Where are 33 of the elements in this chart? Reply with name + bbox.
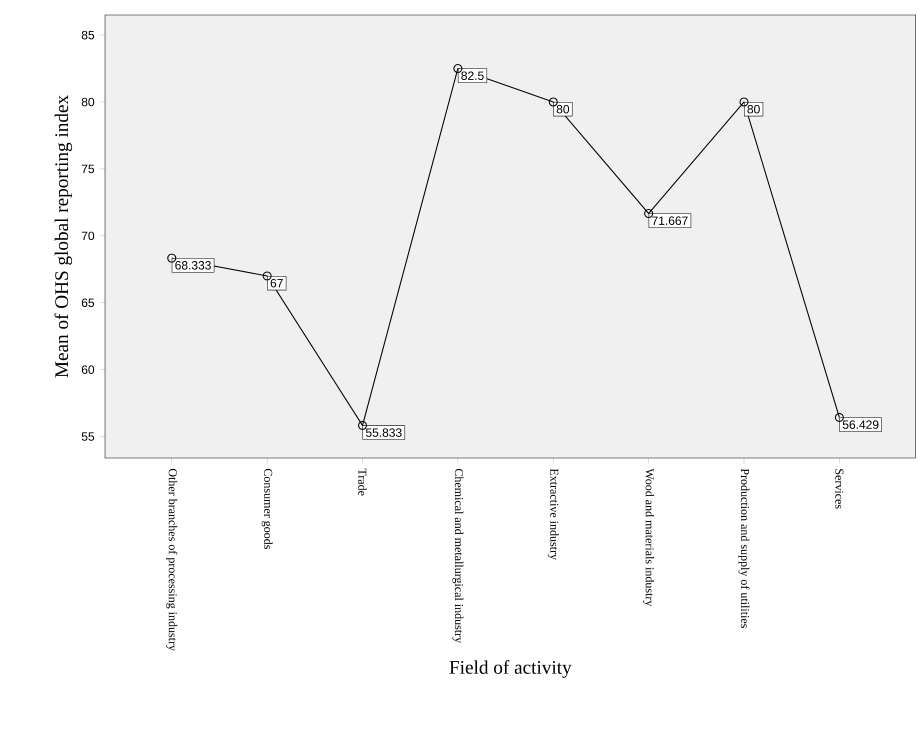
data-label: 80: [556, 104, 570, 114]
y-tick-label: 70: [82, 232, 94, 240]
point: [358, 420, 368, 430]
data-label: 71.667: [652, 216, 688, 225]
y-tick-label: 55: [82, 432, 94, 441]
data-label: 82.5: [461, 71, 484, 80]
y-axis-title: Mean of OHS global reporting index: [54, 95, 72, 378]
y-tick-label: 60: [82, 365, 94, 374]
x-tick-label: Services: [835, 469, 844, 509]
data-label: 55.833: [366, 428, 402, 437]
x-axis-title: Field of activity: [450, 660, 572, 678]
x-tick-label: Wood and materials industry: [643, 468, 654, 606]
point: [739, 97, 749, 107]
y-tick-label: 65: [82, 298, 94, 307]
point: [262, 271, 272, 281]
point: [548, 97, 558, 107]
x-tick-label: Production and supply of utilities: [738, 468, 750, 628]
y-tick-label: 85: [82, 30, 94, 40]
y-tick-label: 80: [82, 98, 94, 106]
data-label: 68.333: [175, 261, 211, 270]
x-tick-label: Consumer goods: [262, 468, 273, 549]
x-tick-label: Chemical and metallurgical industry: [452, 468, 464, 644]
x-tick-label: Extractive industry: [548, 468, 559, 560]
x-tick-label: Other branches of processing industry: [166, 468, 178, 651]
data-label: 56.429: [842, 420, 878, 429]
data-label: 67: [270, 278, 283, 288]
y-tick-label: 75: [82, 164, 94, 174]
point: [644, 208, 654, 218]
point: [167, 254, 176, 263]
point: [453, 64, 462, 74]
point: [834, 412, 844, 422]
x-tick-label: Trade: [358, 468, 367, 496]
data-label: 80: [747, 104, 760, 114]
